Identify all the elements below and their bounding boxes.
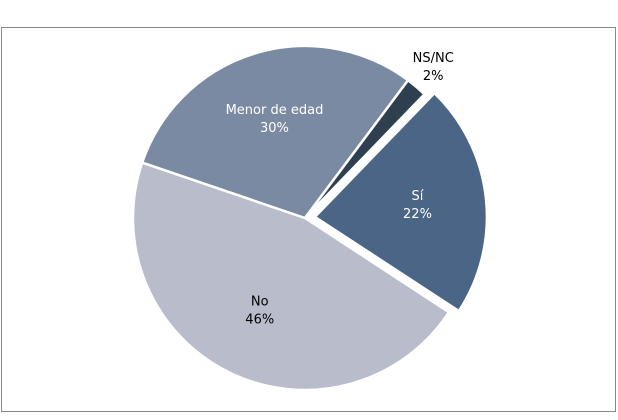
pie-slice	[140, 44, 410, 220]
slice-label: Menor de edad	[226, 103, 324, 118]
pie-slice	[303, 78, 427, 219]
slice-value-label: 2%	[423, 69, 444, 84]
pie-slice	[312, 91, 489, 313]
slice-value-label: 22%	[403, 207, 432, 222]
slice-value-label: 46%	[245, 312, 274, 327]
slice-value-label: 30%	[260, 121, 289, 136]
pie-slice	[131, 160, 451, 392]
slice-label: Sí	[412, 189, 424, 204]
slice-label: NS/NC	[413, 51, 454, 66]
slice-label: No	[251, 294, 269, 309]
